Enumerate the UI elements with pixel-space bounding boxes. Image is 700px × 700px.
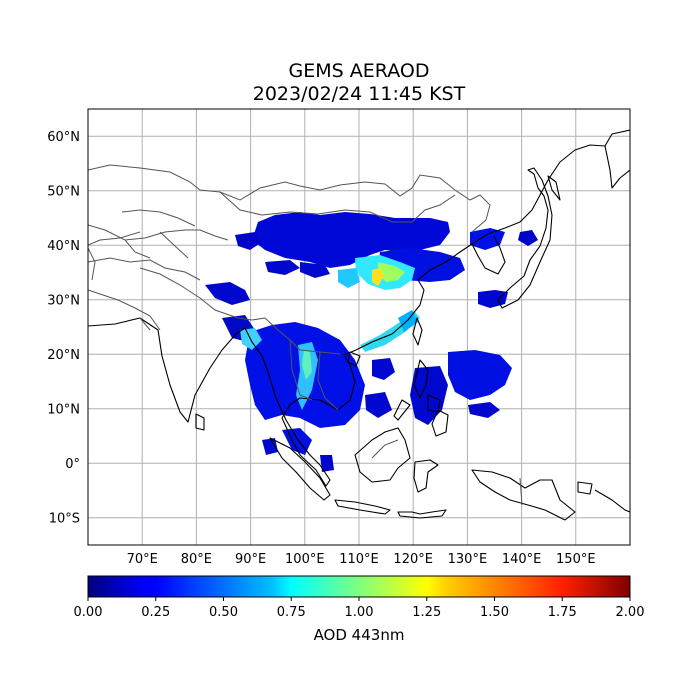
map-timestamp: 2023/02/24 11:45 KST — [252, 83, 466, 105]
lat-tick-label: 30°N — [47, 293, 80, 308]
colorbar-ticks: 0.00 0.25 0.50 0.75 1.00 1.25 1.50 1.75 2.00 — [74, 597, 645, 620]
lon-tick-label: 70°E — [127, 552, 158, 567]
lon-tick-label: 150°E — [556, 552, 596, 567]
aod-region-philippines — [448, 350, 512, 400]
border-mongolia-china — [219, 191, 456, 223]
colorbar-label: AOD 443nm — [313, 626, 405, 644]
border-central-asia — [88, 224, 229, 241]
border-russia-china-mongolia — [88, 164, 491, 233]
lat-tick-label: 0° — [65, 457, 80, 472]
colorbar: 0.00 0.25 0.50 0.75 1.00 1.25 1.50 1.75 2.00 — [74, 575, 645, 620]
coastline-korea — [471, 235, 506, 275]
lat-tick-label: 40°N — [47, 239, 80, 254]
aod-region-north-china — [252, 212, 450, 268]
coastline-philippines — [393, 359, 449, 437]
colorbar-tick-label: 0.25 — [141, 605, 170, 620]
latitude-tick-labels: 60°N 50°N 40°N 30°N 20°N 10°N 0° 10°S — [47, 130, 80, 527]
coastline-sakhalin — [547, 175, 561, 201]
colorbar-gradient — [87, 575, 631, 598]
lat-tick-label: 20°N — [47, 348, 80, 363]
lon-tick-label: 90°E — [235, 552, 266, 567]
colorbar-tick-label: 2.00 — [616, 605, 645, 620]
coastline-japan — [497, 167, 553, 309]
colorbar-tick-label: 1.00 — [345, 605, 374, 620]
lon-tick-label: 110°E — [339, 552, 379, 567]
lat-tick-label: 10°S — [49, 511, 80, 526]
coastline-kamchatka — [604, 145, 630, 189]
longitude-tick-labels: 70°E 80°E 90°E 100°E 110°E 120°E 130°E 140°E 150… — [127, 552, 596, 567]
political-borders — [88, 164, 523, 506]
coastline-sumatra — [269, 437, 331, 501]
coastline-sri-lanka — [195, 413, 205, 431]
lat-tick-label: 50°N — [47, 184, 80, 199]
lon-tick-label: 140°E — [502, 552, 542, 567]
border-india-china — [139, 267, 266, 321]
lon-tick-label: 80°E — [181, 552, 212, 567]
map-frame — [87, 108, 631, 546]
lat-tick-label: 60°N — [47, 130, 80, 145]
lon-tick-label: 100°E — [285, 552, 325, 567]
coastline-lesser-sundas — [397, 509, 447, 519]
colorbar-tick-label: 0.50 — [209, 605, 238, 620]
coastline-java — [334, 499, 391, 515]
lon-tick-label: 120°E — [393, 552, 433, 567]
colorbar-tick-label: 0.00 — [74, 605, 103, 620]
coastline-taiwan — [412, 317, 423, 346]
coastline-sulawesi — [413, 459, 439, 493]
colorbar-tick-label: 1.75 — [548, 605, 577, 620]
aod-data-layer — [205, 212, 538, 472]
colorbar-tick-label: 1.50 — [480, 605, 509, 620]
coastline-hainan — [347, 351, 361, 367]
colorbar-tick-label: 1.25 — [412, 605, 441, 620]
map-title: GEMS AERAOD — [288, 60, 430, 82]
lon-tick-label: 130°E — [448, 552, 488, 567]
colorbar-tick-label: 0.75 — [277, 605, 306, 620]
coastline-new-guinea — [471, 469, 576, 521]
aod-region-tibet-patches — [235, 232, 262, 250]
coastline-borneo — [354, 427, 411, 483]
border-indochina — [264, 317, 341, 411]
lat-tick-label: 10°N — [47, 402, 80, 417]
